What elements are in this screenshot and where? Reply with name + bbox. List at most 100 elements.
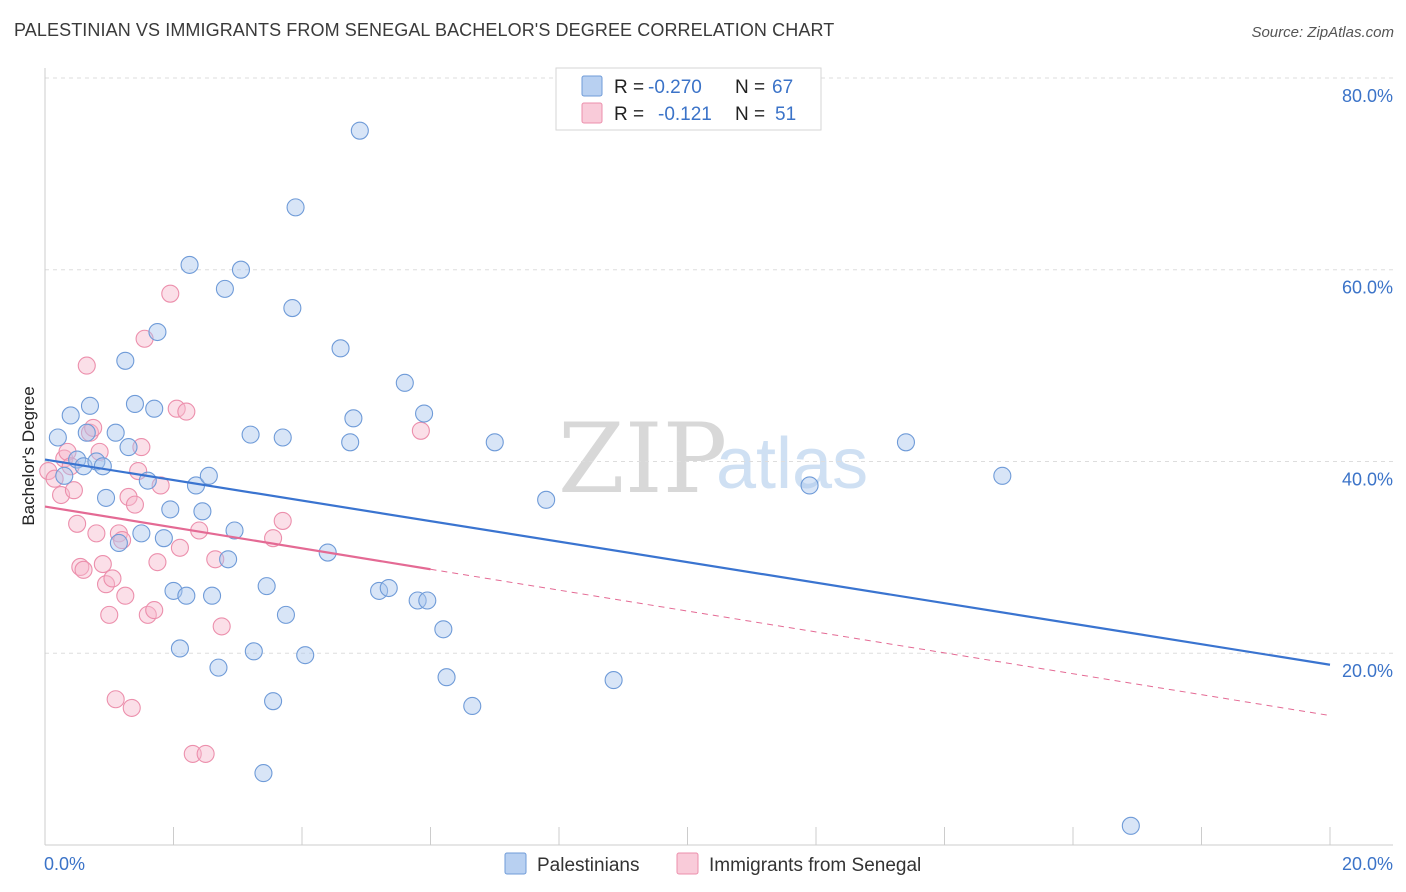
senegal-point xyxy=(161,284,180,303)
palestinians-point xyxy=(225,521,244,540)
palestinians-point xyxy=(55,466,74,485)
x-tick-label-min: 0.0% xyxy=(44,854,85,874)
legend-r-label-2: R = xyxy=(614,104,644,125)
senegal-point xyxy=(177,402,196,421)
senegal-point xyxy=(58,442,77,461)
y-tick-label: 40.0% xyxy=(1342,469,1393,489)
palestinians-point xyxy=(109,533,128,553)
palestinians-point xyxy=(48,428,67,447)
watermark-zip: ZIP xyxy=(558,403,727,515)
palestinians-point xyxy=(537,490,556,509)
palestinians-point xyxy=(379,578,398,598)
palestinians-point xyxy=(199,466,218,485)
senegal-point xyxy=(113,531,132,550)
palestinians-trend-line xyxy=(44,458,1331,666)
senegal-point xyxy=(116,586,135,605)
palestinians-point xyxy=(604,671,623,690)
legend-n-label-2: N = xyxy=(735,104,765,125)
legend-r-value-2: -0.121 xyxy=(658,104,712,125)
senegal-point xyxy=(273,511,292,530)
palestinians-point xyxy=(170,639,189,658)
palestinians-point xyxy=(344,409,363,428)
palestinians-point xyxy=(896,433,916,452)
bottom-legend-swatch-senegal xyxy=(676,852,699,875)
senegal-point xyxy=(68,514,87,533)
senegal-point xyxy=(106,690,125,709)
palestinians-point xyxy=(209,658,228,677)
palestinians-point xyxy=(485,433,504,452)
senegal-point xyxy=(132,438,151,457)
palestinians-point xyxy=(257,577,276,596)
senegal-point xyxy=(77,356,96,375)
palestinians-point xyxy=(463,696,482,716)
senegal-point xyxy=(64,481,83,500)
palestinians-point xyxy=(350,121,369,140)
palestinians-point xyxy=(437,668,456,687)
correlation-legend: R = -0.270 N = 67 R = -0.121 N = 51 xyxy=(555,67,822,131)
senegal-point xyxy=(148,553,167,572)
legend-r-label-1: R = xyxy=(614,77,644,98)
palestinians-point xyxy=(276,605,295,624)
axes xyxy=(44,68,1393,846)
palestinians-point xyxy=(273,428,292,447)
senegal-point xyxy=(196,744,215,763)
palestinians-point xyxy=(331,339,350,358)
palestinians-point xyxy=(193,502,212,521)
palestinians-point xyxy=(215,279,234,298)
trend-lines xyxy=(44,458,1331,717)
palestinians-point xyxy=(106,423,125,442)
palestinians-point xyxy=(341,433,360,452)
palestinians-point xyxy=(415,404,434,423)
palestinians-point xyxy=(145,399,164,418)
y-axis-label: Bachelor's Degree xyxy=(19,386,38,525)
palestinians-point xyxy=(241,425,260,444)
bottom-legend-label-palestinians: Palestinians xyxy=(537,855,639,876)
palestinians-point xyxy=(231,260,251,279)
senegal-point xyxy=(411,421,430,440)
y-tick-labels: 20.0% 40.0% 60.0% 80.0% xyxy=(1342,86,1393,681)
series-palestinians-points xyxy=(48,121,1140,835)
legend-swatch-palestinians xyxy=(581,75,603,97)
senegal-point xyxy=(93,555,112,574)
palestinians-point xyxy=(264,692,283,711)
legend-n-value-1: 67 xyxy=(772,77,793,98)
palestinians-point xyxy=(148,322,167,342)
senegal-point xyxy=(145,601,164,620)
palestinians-point xyxy=(203,586,222,605)
senegal-point xyxy=(125,495,144,514)
senegal-point xyxy=(100,605,119,624)
palestinians-point xyxy=(116,351,135,370)
senegal-point xyxy=(90,442,109,461)
palestinians-point xyxy=(244,642,263,661)
legend-n-label-1: N = xyxy=(735,77,765,98)
legend-n-value-2: 51 xyxy=(775,104,796,125)
palestinians-point xyxy=(93,457,112,476)
senegal-point xyxy=(212,617,231,636)
palestinians-point xyxy=(177,586,196,605)
palestinians-point xyxy=(418,591,437,610)
series-legend: Palestinians Immigrants from Senegal xyxy=(504,852,921,876)
bottom-legend-label-senegal: Immigrants from Senegal xyxy=(709,855,921,876)
watermark-atlas: atlas xyxy=(716,424,868,504)
legend-swatch-senegal xyxy=(581,102,603,124)
palestinians-point xyxy=(61,406,80,425)
senegal-point xyxy=(206,550,225,569)
palestinians-point xyxy=(180,255,199,274)
y-tick-label: 20.0% xyxy=(1342,661,1393,681)
palestinians-point xyxy=(993,466,1012,485)
senegal-point xyxy=(122,698,141,717)
palestinians-point xyxy=(408,591,427,610)
palestinians-point xyxy=(154,529,173,548)
palestinians-point xyxy=(161,500,180,519)
senegal-point xyxy=(71,557,90,576)
senegal-trend-line xyxy=(44,505,431,571)
palestinians-point xyxy=(119,438,138,457)
palestinians-point xyxy=(80,396,100,415)
palestinians-point xyxy=(219,550,238,569)
palestinians-point xyxy=(132,524,151,543)
palestinians-point xyxy=(96,488,116,507)
palestinians-point xyxy=(800,476,819,495)
senegal-point xyxy=(103,569,122,588)
palestinians-point xyxy=(77,423,96,442)
